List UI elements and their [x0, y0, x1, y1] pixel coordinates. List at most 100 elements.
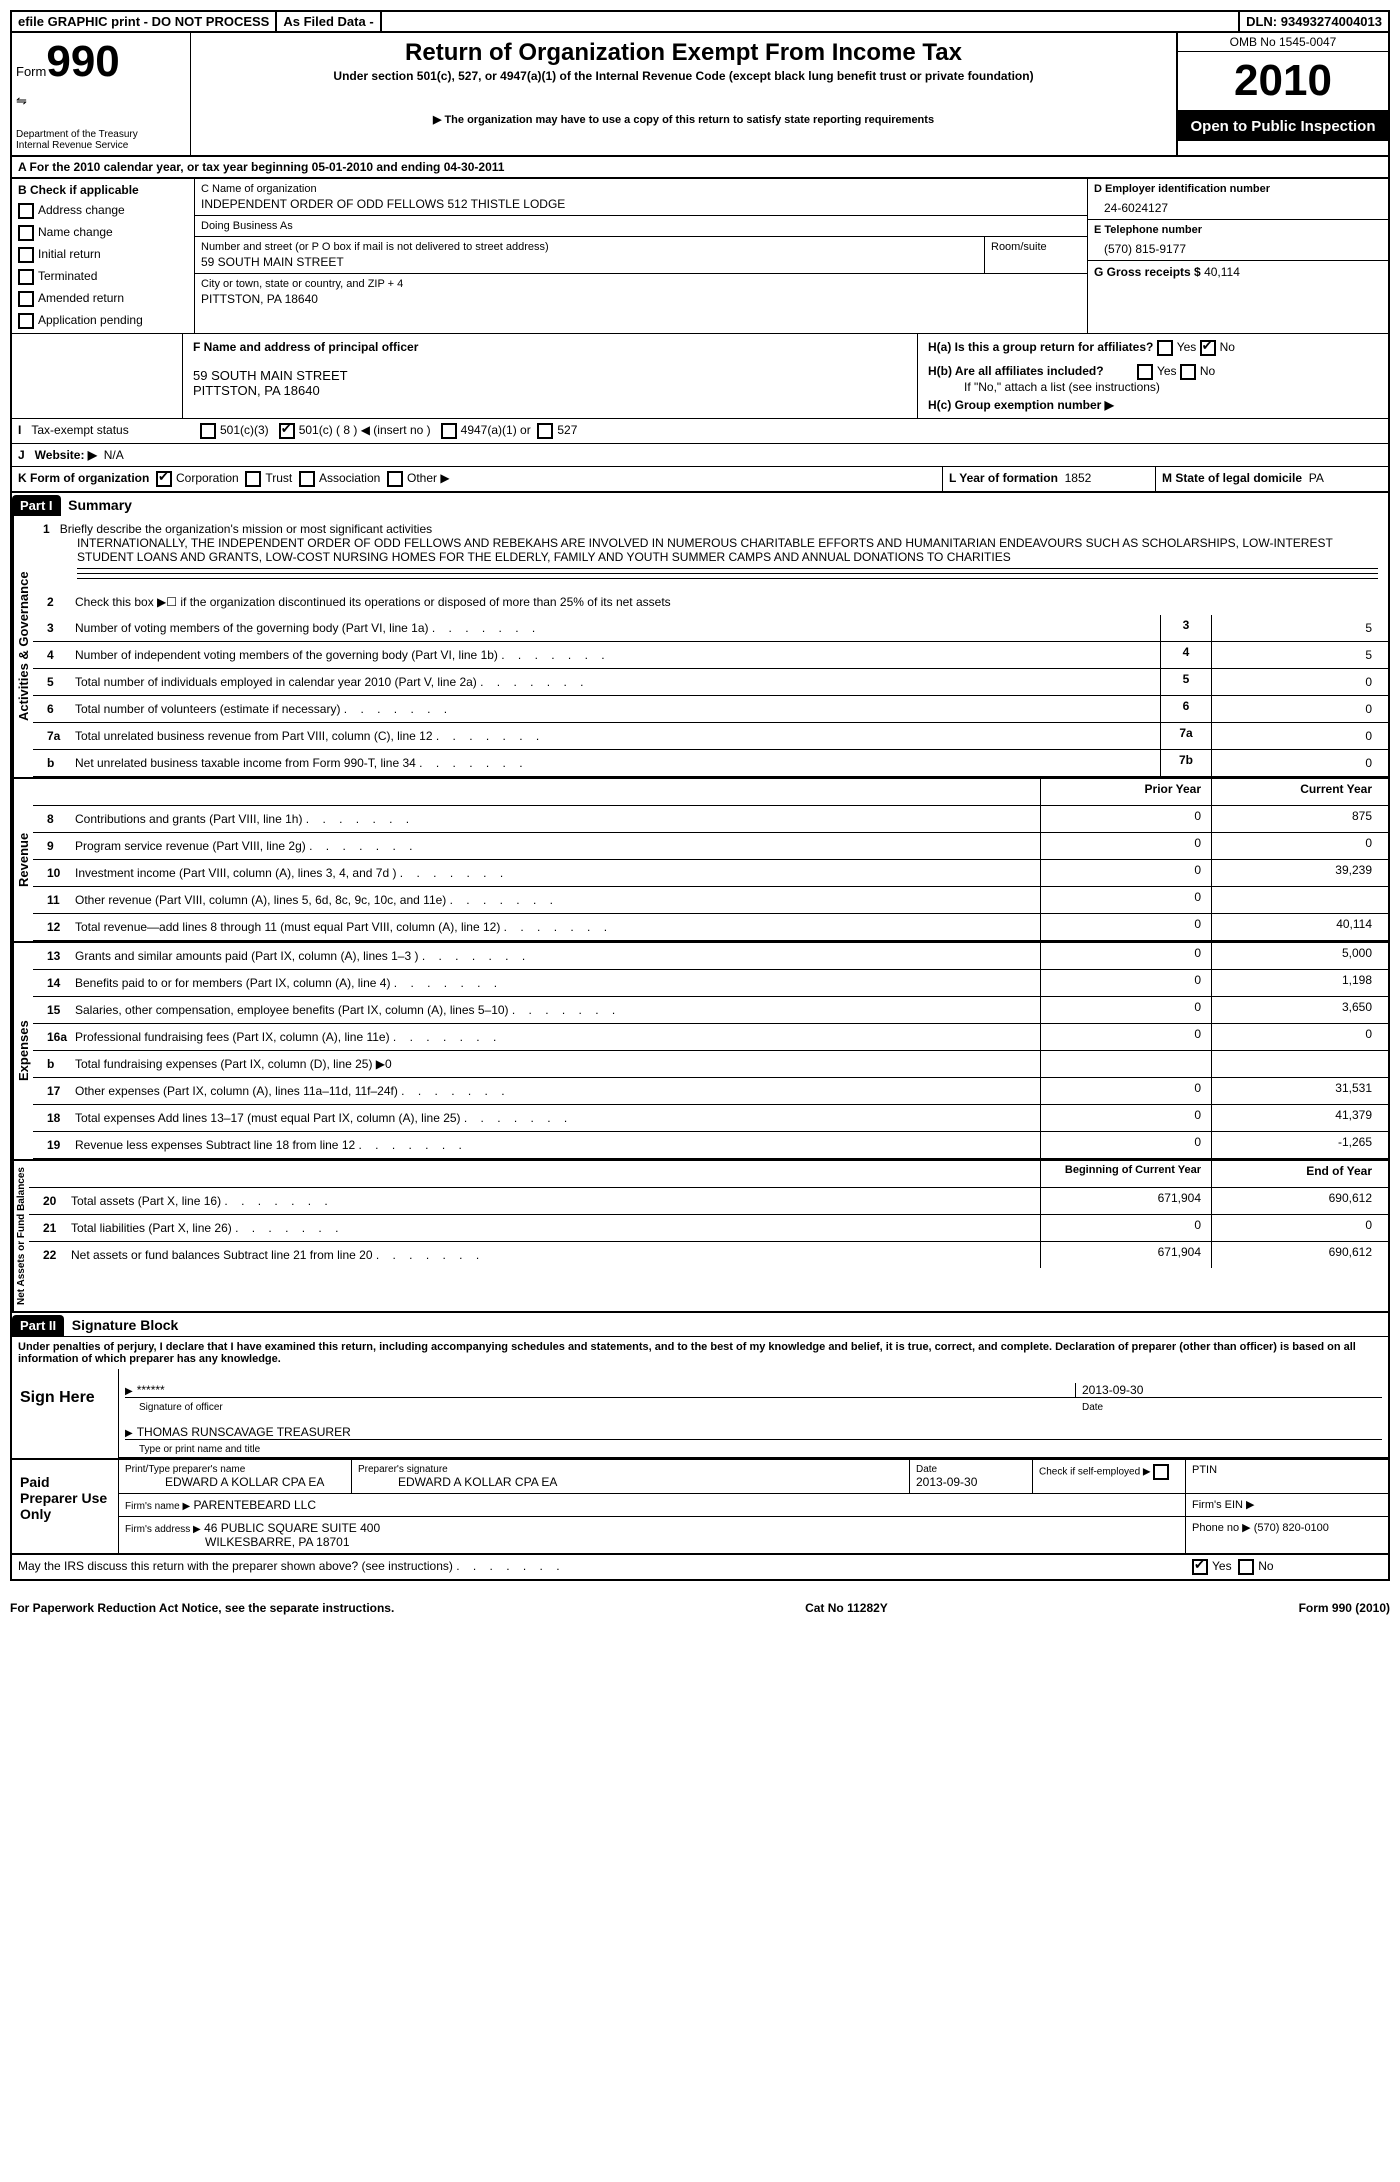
- year-formation: 1852: [1065, 471, 1092, 485]
- part1-governance: Activities & Governance 1 Briefly descri…: [10, 516, 1390, 779]
- preparer-date: 2013-09-30: [916, 1475, 1026, 1489]
- gov-line-3: 3Number of voting members of the governi…: [33, 615, 1388, 642]
- side-netassets: Net Assets or Fund Balances: [12, 1161, 29, 1311]
- rev-line-8: 8Contributions and grants (Part VIII, li…: [33, 806, 1388, 833]
- preparer-name: EDWARD A KOLLAR CPA EA: [125, 1475, 345, 1489]
- part1-header: Part I: [12, 495, 61, 516]
- rev-line-12: 12Total revenue—add lines 8 through 11 (…: [33, 914, 1388, 941]
- net-line-21: 21Total liabilities (Part X, line 26)00: [29, 1215, 1388, 1242]
- self-employed-checkbox[interactable]: [1153, 1464, 1169, 1480]
- side-expenses: Expenses: [12, 943, 33, 1159]
- dln: DLN: 93493274004013: [1240, 12, 1388, 31]
- net-line-20: 20Total assets (Part X, line 16)671,9046…: [29, 1188, 1388, 1215]
- exp-line-18: 18Total expenses Add lines 13–17 (must e…: [33, 1105, 1388, 1132]
- officer-name: THOMAS RUNSCAVAGE TREASURER: [137, 1425, 351, 1439]
- ein: 24-6024127: [1094, 195, 1382, 215]
- exp-line-13: 13Grants and similar amounts paid (Part …: [33, 943, 1388, 970]
- efile-notice: efile GRAPHIC print - DO NOT PROCESS: [12, 12, 277, 31]
- part1-expenses: Expenses 13Grants and similar amounts pa…: [10, 943, 1390, 1161]
- phone: (570) 815-9177: [1094, 236, 1382, 256]
- assoc-checkbox[interactable]: [299, 471, 315, 487]
- ha-yes-checkbox[interactable]: [1157, 340, 1173, 356]
- 501c-checkbox[interactable]: [279, 423, 295, 439]
- ha-no-checkbox[interactable]: [1200, 340, 1216, 356]
- rev-line-11: 11Other revenue (Part VIII, column (A), …: [33, 887, 1388, 914]
- exp-line-19: 19Revenue less expenses Subtract line 18…: [33, 1132, 1388, 1159]
- section-c: C Name of organization INDEPENDENT ORDER…: [195, 179, 1088, 333]
- exp-line-16a: 16aProfessional fundraising fees (Part I…: [33, 1024, 1388, 1051]
- org-street: 59 SOUTH MAIN STREET: [201, 253, 978, 269]
- part1-netassets: Net Assets or Fund Balances Beginning of…: [10, 1161, 1390, 1313]
- sign-here-block: Sign Here ****** 2013-09-30 Signature of…: [10, 1369, 1390, 1460]
- part1-title: Summary: [68, 497, 132, 513]
- website: N/A: [104, 448, 124, 462]
- exp-line-15: 15Salaries, other compensation, employee…: [33, 997, 1388, 1024]
- sig-date: 2013-09-30: [1075, 1383, 1382, 1398]
- org-name: INDEPENDENT ORDER OF ODD FELLOWS 512 THI…: [201, 195, 1081, 211]
- omb-number: OMB No 1545-0047: [1178, 33, 1388, 52]
- discuss-yes-checkbox[interactable]: [1192, 1559, 1208, 1575]
- gov-line-6: 6Total number of volunteers (estimate if…: [33, 696, 1388, 723]
- gov-line-7a: 7aTotal unrelated business revenue from …: [33, 723, 1388, 750]
- dba-label: Doing Business As: [201, 220, 1081, 232]
- org-city: PITTSTON, PA 18640: [201, 290, 1081, 306]
- addr-change-checkbox[interactable]: [18, 203, 34, 219]
- firm-addr: 46 PUBLIC SQUARE SUITE 400: [204, 1521, 380, 1535]
- terminated-checkbox[interactable]: [18, 269, 34, 285]
- firm-phone: (570) 820-0100: [1254, 1522, 1329, 1534]
- initial-return-checkbox[interactable]: [18, 247, 34, 263]
- name-change-checkbox[interactable]: [18, 225, 34, 241]
- gov-line-5: 5Total number of individuals employed in…: [33, 669, 1388, 696]
- tax-year: 2010: [1178, 52, 1388, 112]
- officer-group-grid: F Name and address of principal officer …: [10, 334, 1390, 419]
- form-number: 990: [46, 37, 119, 86]
- gov-line-7b: bNet unrelated business taxable income f…: [33, 750, 1388, 777]
- pending-checkbox[interactable]: [18, 313, 34, 329]
- 501c3-checkbox[interactable]: [200, 423, 216, 439]
- hb-no-checkbox[interactable]: [1180, 364, 1196, 380]
- room-label: Room/suite: [991, 241, 1081, 253]
- 4947-checkbox[interactable]: [441, 423, 457, 439]
- gross-receipts: 40,114: [1204, 265, 1240, 279]
- rev-line-10: 10Investment income (Part VIII, column (…: [33, 860, 1388, 887]
- section-j: J Website: ▶ N/A: [10, 444, 1390, 467]
- part1-revenue: Revenue Prior Year Current Year 8Contrib…: [10, 779, 1390, 943]
- section-i: I I Tax-exempt statusTax-exempt status 5…: [10, 419, 1390, 444]
- top-bar: efile GRAPHIC print - DO NOT PROCESS As …: [10, 10, 1390, 33]
- other-checkbox[interactable]: [387, 471, 403, 487]
- page-footer: For Paperwork Reduction Act Notice, see …: [10, 1601, 1390, 1615]
- section-k: K Form of organization Corporation Trust…: [10, 467, 1390, 493]
- section-f: F Name and address of principal officer …: [183, 334, 918, 418]
- firm-name: PARENTEBEARD LLC: [194, 1498, 316, 1512]
- rev-line-9: 9Program service revenue (Part VIII, lin…: [33, 833, 1388, 860]
- corp-checkbox[interactable]: [156, 471, 172, 487]
- hb-yes-checkbox[interactable]: [1137, 364, 1153, 380]
- section-a: A For the 2010 calendar year, or tax yea…: [10, 157, 1390, 179]
- side-revenue: Revenue: [12, 779, 33, 941]
- section-b: B Check if applicable Address change Nam…: [12, 179, 195, 333]
- discuss-row: May the IRS discuss this return with the…: [10, 1555, 1390, 1581]
- dept-treasury: Department of the Treasury Internal Reve…: [16, 129, 186, 151]
- amended-checkbox[interactable]: [18, 291, 34, 307]
- part2-title: Signature Block: [72, 1317, 179, 1333]
- section-h: H(a) Is this a group return for affiliat…: [918, 334, 1388, 418]
- side-governance: Activities & Governance: [12, 516, 33, 777]
- state-domicile: PA: [1309, 471, 1324, 485]
- paid-preparer-block: Paid Preparer Use Only Print/Type prepar…: [10, 1460, 1390, 1555]
- as-filed: As Filed Data -: [277, 12, 381, 31]
- mission-text: INTERNATIONALLY, THE INDEPENDENT ORDER O…: [77, 536, 1378, 564]
- perjury-statement: Under penalties of perjury, I declare th…: [10, 1337, 1390, 1369]
- 527-checkbox[interactable]: [537, 423, 553, 439]
- state-note: ▶ The organization may have to use a cop…: [201, 113, 1166, 126]
- trust-checkbox[interactable]: [245, 471, 261, 487]
- discuss-no-checkbox[interactable]: [1238, 1559, 1254, 1575]
- section-deg: D Employer identification number 24-6024…: [1088, 179, 1388, 333]
- open-inspection: Open to Public Inspection: [1178, 112, 1388, 141]
- part2-header: Part II: [12, 1315, 64, 1336]
- exp-line-17: 17Other expenses (Part IX, column (A), l…: [33, 1078, 1388, 1105]
- form-title: Return of Organization Exempt From Incom…: [201, 39, 1166, 67]
- exp-line-b: bTotal fundraising expenses (Part IX, co…: [33, 1051, 1388, 1078]
- exp-line-14: 14Benefits paid to or for members (Part …: [33, 970, 1388, 997]
- form-header: Form990 ⇋ Department of the Treasury Int…: [10, 33, 1390, 157]
- gov-line-4: 4Number of independent voting members of…: [33, 642, 1388, 669]
